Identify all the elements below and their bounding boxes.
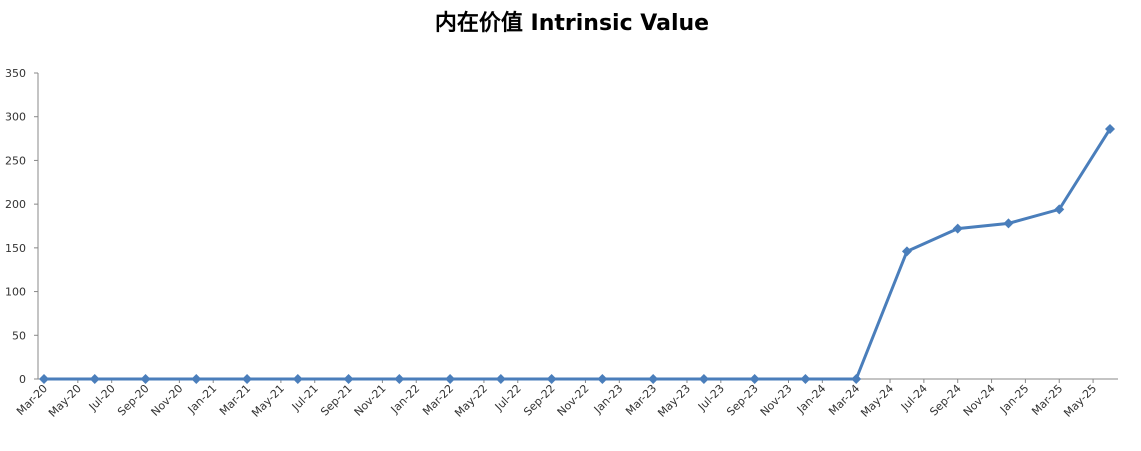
x-tick-label: May-25 — [1061, 382, 1099, 420]
x-tick-label: Jan-25 — [997, 382, 1032, 417]
marker — [597, 374, 608, 384]
marker — [495, 374, 506, 384]
x-tick-label: Jul-24 — [898, 382, 930, 414]
marker — [140, 374, 151, 384]
x-tick-label: Sep-22 — [521, 382, 558, 419]
marker — [89, 374, 100, 384]
y-tick-label: 50 — [12, 329, 26, 342]
marker — [343, 374, 354, 384]
x-tick-label: Mar-22 — [420, 382, 456, 418]
y-tick-label: 200 — [5, 198, 26, 211]
y-tick-label: 100 — [5, 286, 26, 299]
x-tick-label: Nov-24 — [961, 382, 998, 419]
x-tick-label: Jul-23 — [695, 382, 727, 414]
x-tick-label: May-23 — [655, 382, 693, 420]
marker — [1054, 204, 1065, 215]
x-tick-label: Jan-24 — [794, 382, 829, 417]
marker — [191, 374, 202, 384]
marker — [546, 374, 557, 384]
x-tick-label: Jul-21 — [289, 382, 321, 414]
marker — [749, 374, 760, 384]
x-tick-label: Sep-20 — [115, 382, 152, 419]
marker — [851, 374, 862, 384]
marker — [698, 374, 709, 384]
x-tick-label: Nov-20 — [149, 382, 186, 419]
x-tick-label: May-22 — [452, 382, 490, 420]
x-tick-label: Jan-22 — [388, 382, 423, 417]
x-tick-label: Mar-20 — [14, 382, 50, 418]
marker — [952, 223, 963, 234]
y-tick-label: 300 — [5, 111, 26, 124]
y-tick-label: 350 — [5, 67, 26, 80]
x-tick-label: Mar-23 — [623, 382, 659, 418]
x-tick-label: Nov-21 — [352, 382, 389, 419]
marker — [242, 374, 253, 384]
x-tick-label: Nov-22 — [555, 382, 592, 419]
x-tick-label: Jan-23 — [591, 382, 626, 417]
x-tick-label: May-20 — [46, 382, 84, 420]
marker — [901, 246, 912, 257]
x-tick-label: May-21 — [249, 382, 287, 420]
x-tick-label: Sep-24 — [927, 382, 964, 419]
marker — [648, 374, 659, 384]
y-tick-label: 150 — [5, 242, 26, 255]
x-tick-label: May-24 — [858, 382, 896, 420]
chart-title: 内在价值 Intrinsic Value — [435, 10, 709, 36]
x-tick-label: Mar-25 — [1029, 382, 1065, 418]
marker — [394, 374, 405, 384]
y-tick-label: 250 — [5, 154, 26, 167]
x-tick-label: Nov-23 — [758, 382, 795, 419]
marker — [1105, 123, 1115, 134]
marker — [800, 374, 811, 384]
y-tick-label: 0 — [19, 373, 26, 386]
x-tick-label: Jul-22 — [492, 382, 524, 414]
x-tick-label: Mar-21 — [217, 382, 253, 418]
x-tick-label: Mar-24 — [826, 382, 862, 418]
x-tick-label: Sep-23 — [724, 382, 761, 419]
x-tick-label: Sep-21 — [318, 382, 355, 419]
line — [44, 128, 1112, 381]
marker — [445, 374, 456, 384]
marker — [1003, 218, 1014, 229]
x-tick-label: Jan-21 — [185, 382, 220, 417]
marker — [292, 374, 303, 384]
x-tick-label: Jul-20 — [86, 382, 118, 414]
marker — [39, 374, 49, 384]
